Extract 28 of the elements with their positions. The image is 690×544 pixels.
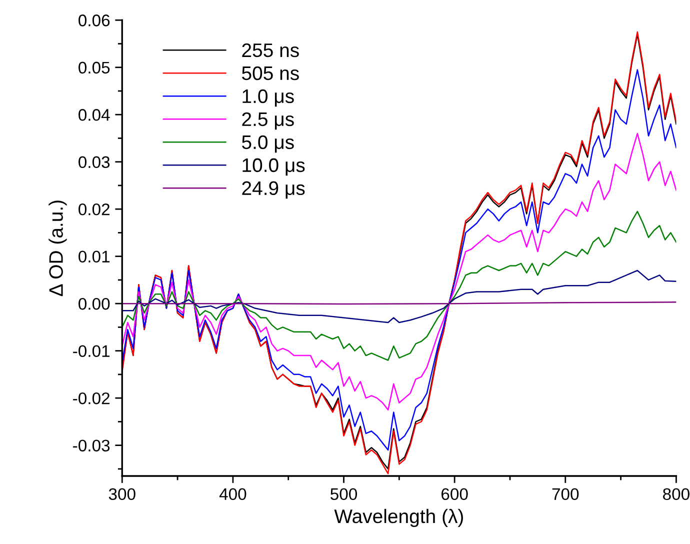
y-tick-label: -0.01 xyxy=(73,345,110,358)
y-tick-label: 0.06 xyxy=(78,14,110,26)
x-tick-label: 400 xyxy=(219,488,246,500)
y-tick-label: 0.03 xyxy=(78,156,110,168)
x-tick-label: 700 xyxy=(552,488,579,500)
legend-label: 1.0 μs xyxy=(242,89,294,107)
x-tick-label: 500 xyxy=(330,488,358,500)
legend-label: 2.5 μs xyxy=(242,112,294,130)
legend-label: 24.9 μs xyxy=(242,181,305,199)
y-tick-label: -0.03 xyxy=(73,440,110,452)
line-series xyxy=(122,270,676,324)
x-tick-label: 600 xyxy=(442,488,468,500)
line-series xyxy=(122,132,676,410)
y-axis-title: Δ OD (a.u.) xyxy=(48,200,67,296)
x-tick-label: 800 xyxy=(663,488,690,500)
y-tick-label: 0.04 xyxy=(78,109,110,121)
legend-label: 10.0 μs xyxy=(242,158,305,176)
y-tick-label: 0.01 xyxy=(78,250,110,263)
legend-label: 255 ns xyxy=(242,43,299,58)
x-axis-title: Wavelength (λ) xyxy=(334,508,463,528)
x-tick-label: 300 xyxy=(108,488,136,500)
y-tick-label: 0.00 xyxy=(78,298,110,310)
y-tick-label: 0.05 xyxy=(78,62,110,74)
y-tick-label: 0.02 xyxy=(78,203,110,216)
legend-label: 505 ns xyxy=(242,66,299,80)
y-tick-label: -0.02 xyxy=(73,392,110,404)
legend-label: 5.0 μs xyxy=(242,135,294,153)
line-series xyxy=(122,210,676,361)
